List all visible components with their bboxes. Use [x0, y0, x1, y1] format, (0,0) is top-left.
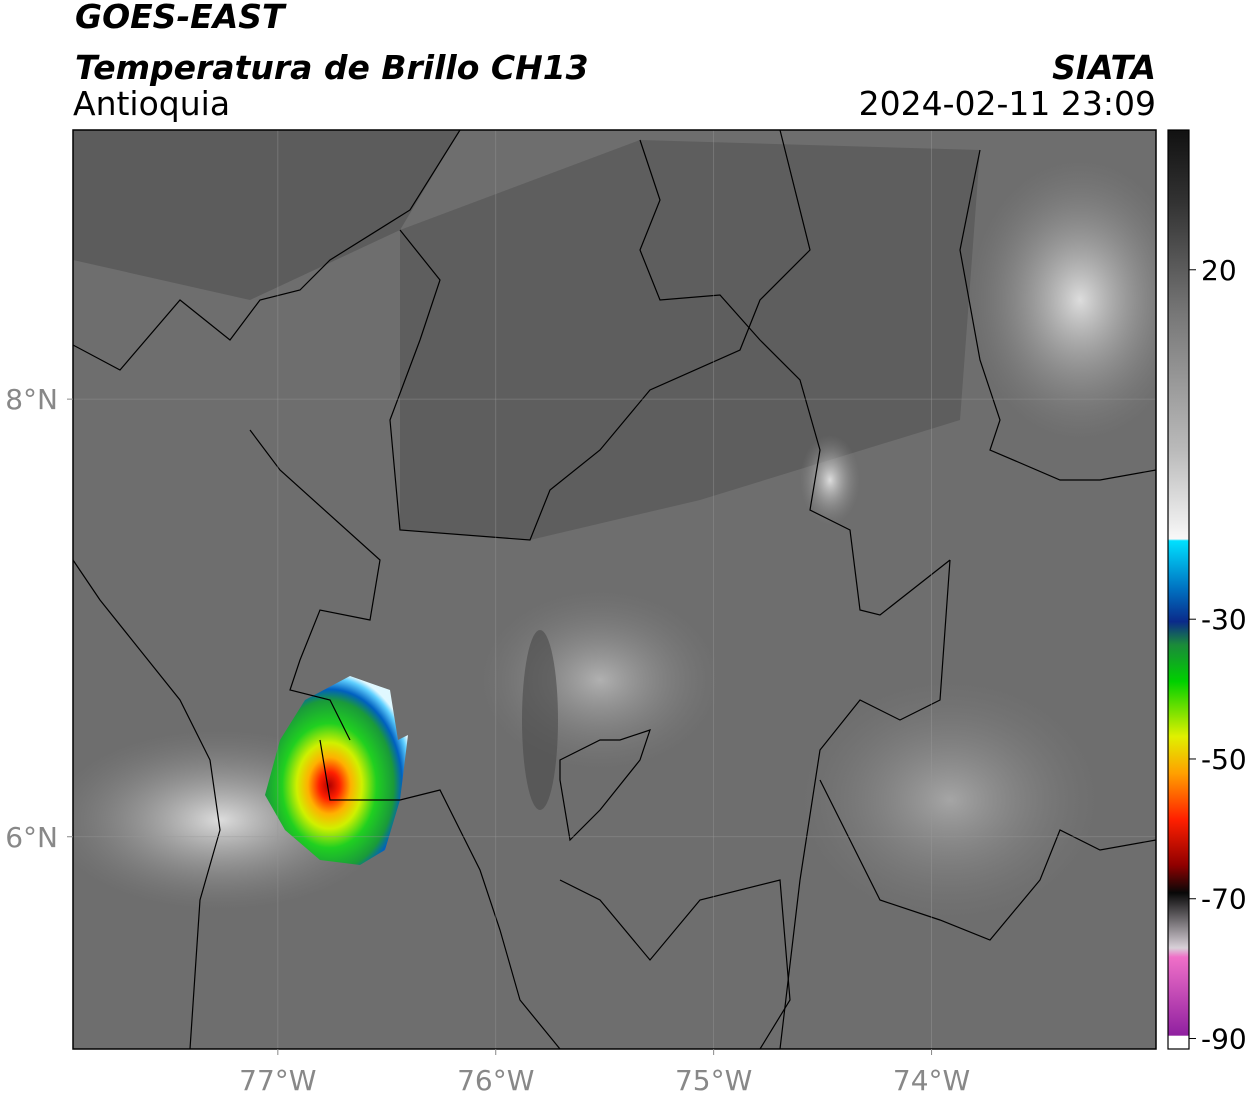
x-tick-label: 74°W [893, 1064, 970, 1097]
title: GOES-EAST [75, 0, 287, 36]
region: Antioquia [73, 84, 230, 123]
y-tick-label: 8°N [5, 383, 58, 416]
colorbar-tick-label: -50 [1201, 743, 1247, 776]
source: SIATA [1052, 48, 1156, 87]
subtitle: Temperatura de Brillo CH13 [75, 48, 589, 87]
graticule [73, 130, 1156, 1049]
colorbar-tick-label: -90 [1201, 1023, 1247, 1056]
colorbar [1167, 129, 1190, 1050]
x-tick-label: 77°W [239, 1064, 316, 1097]
satellite-image [73, 130, 1156, 1049]
colorbar-tick-label: -70 [1201, 883, 1247, 916]
y-tick-label: 6°N [5, 821, 58, 854]
colorbar-tick-label: -30 [1201, 603, 1247, 636]
x-tick-label: 75°W [675, 1064, 752, 1097]
x-tick-label: 76°W [457, 1064, 534, 1097]
map-frame [72, 129, 1157, 1050]
datetime: 2024-02-11 23:09 [859, 84, 1156, 123]
colorbar-tick-label: 20 [1201, 254, 1237, 287]
